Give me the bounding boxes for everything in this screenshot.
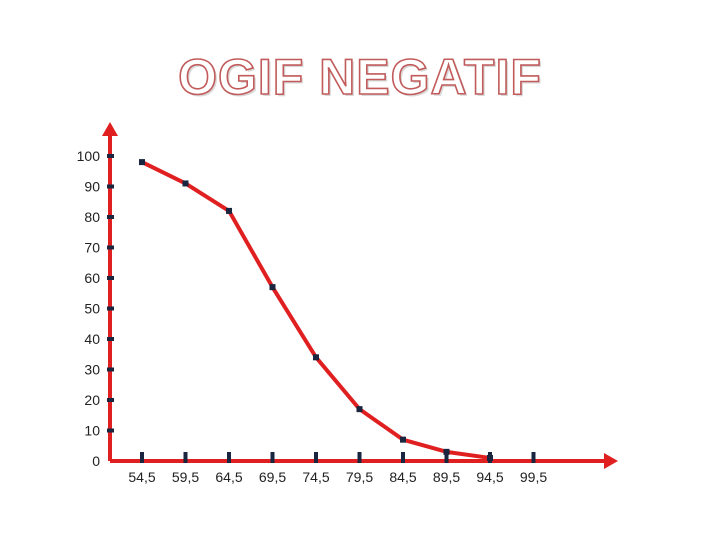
series-line	[139, 159, 493, 461]
x-axis-arrow-icon	[604, 453, 618, 469]
y-tick-mark	[107, 306, 114, 311]
x-tick-mark	[183, 452, 188, 463]
y-tick-mark	[107, 154, 114, 158]
y-tick-mark	[107, 215, 114, 219]
y-axis-ticks: 0 10 20 30 40 50 60 70 80 90 100	[77, 148, 114, 469]
data-point	[487, 454, 493, 461]
x-tick-mark	[314, 452, 318, 463]
y-tick-label: 80	[84, 209, 100, 225]
y-tick-label: 50	[84, 301, 100, 317]
y-tick-mark	[107, 245, 114, 250]
x-tick-mark	[140, 452, 144, 463]
data-point	[313, 354, 319, 361]
x-tick-label: 59,5	[172, 469, 199, 485]
x-tick-label: 54,5	[128, 469, 155, 485]
y-axis-arrow-icon	[102, 122, 118, 136]
x-tick-label: 74,5	[302, 469, 329, 485]
y-tick-label: 60	[84, 270, 100, 286]
y-tick-mark	[107, 337, 114, 341]
x-tick-label: 99,5	[520, 469, 547, 485]
series-polyline	[141, 160, 491, 460]
data-point	[182, 180, 189, 187]
x-tick-label: 79,5	[346, 469, 373, 485]
x-tick-label: 89,5	[433, 469, 460, 485]
x-tick-label: 94,5	[476, 469, 503, 485]
y-tick-mark	[107, 398, 114, 402]
y-tick-label: 40	[84, 331, 100, 347]
y-tick-mark	[107, 184, 114, 189]
x-tick-mark	[531, 452, 536, 463]
data-point	[400, 436, 406, 443]
x-tick-mark	[444, 452, 449, 463]
y-tick-label: 90	[84, 179, 100, 195]
axes	[102, 122, 618, 469]
y-tick-label: 10	[84, 423, 100, 439]
y-tick-label: 100	[77, 148, 101, 164]
y-tick-mark	[107, 276, 114, 280]
y-tick-label: 30	[84, 362, 100, 378]
x-tick-mark	[270, 452, 275, 463]
data-point	[139, 159, 145, 166]
data-point	[356, 406, 363, 413]
y-tick-label: 0	[92, 453, 100, 469]
x-tick-label: 69,5	[259, 469, 286, 485]
x-tick-label: 64,5	[215, 469, 242, 485]
x-axis-ticks: 54,5 59,5 64,5 69,5 74,5 79,5 84,5 89,5 94,5 99,5	[128, 452, 547, 485]
x-tick-mark	[401, 452, 405, 463]
y-tick-mark	[107, 428, 114, 433]
x-tick-mark	[227, 452, 231, 463]
x-tick-mark	[357, 452, 362, 463]
y-tick-mark	[107, 367, 114, 372]
data-point	[269, 284, 276, 291]
data-point	[226, 207, 232, 214]
chart-title: OGIF NEGATIF	[177, 48, 542, 106]
y-tick-label: 70	[84, 240, 100, 256]
x-tick-label: 84,5	[389, 469, 416, 485]
data-point	[443, 448, 450, 455]
y-tick-label: 20	[84, 392, 100, 408]
